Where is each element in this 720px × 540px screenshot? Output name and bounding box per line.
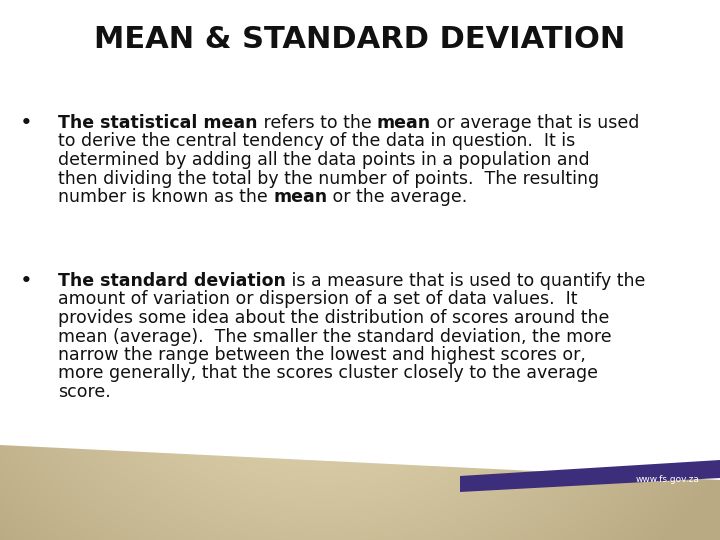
Text: then dividing the total by the number of points.  The resulting: then dividing the total by the number of… xyxy=(58,170,599,187)
Text: more generally, that the scores cluster closely to the average: more generally, that the scores cluster … xyxy=(58,364,598,382)
Text: The standard deviation: The standard deviation xyxy=(58,272,286,290)
Text: MEAN & STANDARD DEVIATION: MEAN & STANDARD DEVIATION xyxy=(94,25,626,55)
Text: or average that is used: or average that is used xyxy=(431,114,639,132)
Text: refers to the: refers to the xyxy=(258,114,377,132)
Text: narrow the range between the lowest and highest scores or,: narrow the range between the lowest and … xyxy=(58,346,586,364)
Text: •: • xyxy=(20,113,32,133)
Text: or the average.: or the average. xyxy=(328,188,467,206)
Text: www.fs.gov.za: www.fs.gov.za xyxy=(636,475,700,483)
Text: •: • xyxy=(20,271,32,291)
Text: mean (average).  The smaller the standard deviation, the more: mean (average). The smaller the standard… xyxy=(58,327,611,346)
Text: is a measure that is used to quantify the: is a measure that is used to quantify th… xyxy=(286,272,645,290)
Text: The statistical mean: The statistical mean xyxy=(58,114,258,132)
Text: score.: score. xyxy=(58,383,111,401)
Polygon shape xyxy=(0,0,720,480)
Text: amount of variation or dispersion of a set of data values.  It: amount of variation or dispersion of a s… xyxy=(58,291,577,308)
Text: provides some idea about the distribution of scores around the: provides some idea about the distributio… xyxy=(58,309,609,327)
Text: to derive the central tendency of the data in question.  It is: to derive the central tendency of the da… xyxy=(58,132,575,151)
Text: mean: mean xyxy=(377,114,431,132)
Text: determined by adding all the data points in a population and: determined by adding all the data points… xyxy=(58,151,590,169)
Text: number is known as the: number is known as the xyxy=(58,188,274,206)
Polygon shape xyxy=(460,460,720,492)
Text: mean: mean xyxy=(274,188,328,206)
